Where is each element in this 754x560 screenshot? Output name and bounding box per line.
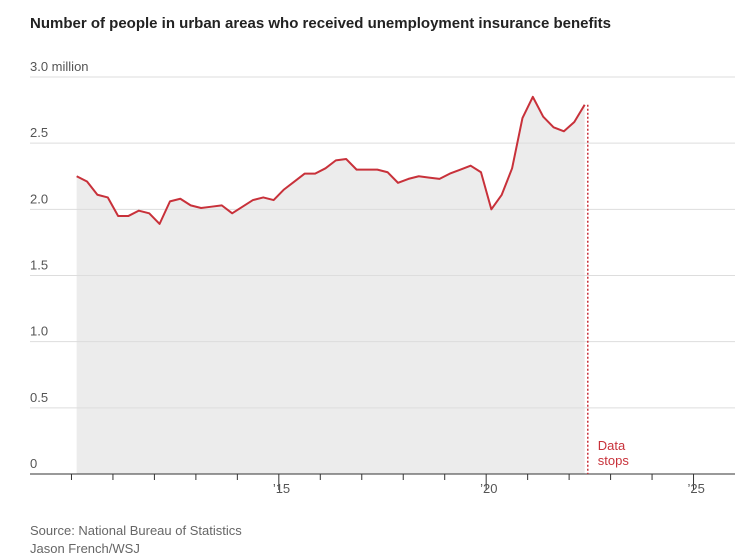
y-tick-label: 2.5 bbox=[30, 125, 48, 140]
y-tick-label: 2.0 bbox=[30, 191, 48, 206]
source: Source: National Bureau of Statistics bbox=[30, 523, 242, 538]
credit: Jason French/WSJ bbox=[30, 541, 140, 556]
line bbox=[76, 95, 586, 225]
x-tick-label: ’15 bbox=[273, 481, 290, 496]
y-tick-label: 1.5 bbox=[30, 258, 48, 273]
x-tick-label: ’20 bbox=[480, 481, 497, 496]
y-tick-label: 0.5 bbox=[30, 390, 48, 405]
y-tick-label: 3.0 million bbox=[30, 59, 89, 74]
y-tick-label: 1.0 bbox=[30, 324, 48, 339]
y-tick-label: 0 bbox=[30, 456, 37, 471]
x-tick-label: ’25 bbox=[688, 481, 705, 496]
annotation: Data stops bbox=[597, 438, 629, 468]
chart-title: Number of people in urban areas who rece… bbox=[30, 15, 611, 32]
area bbox=[76, 96, 585, 474]
